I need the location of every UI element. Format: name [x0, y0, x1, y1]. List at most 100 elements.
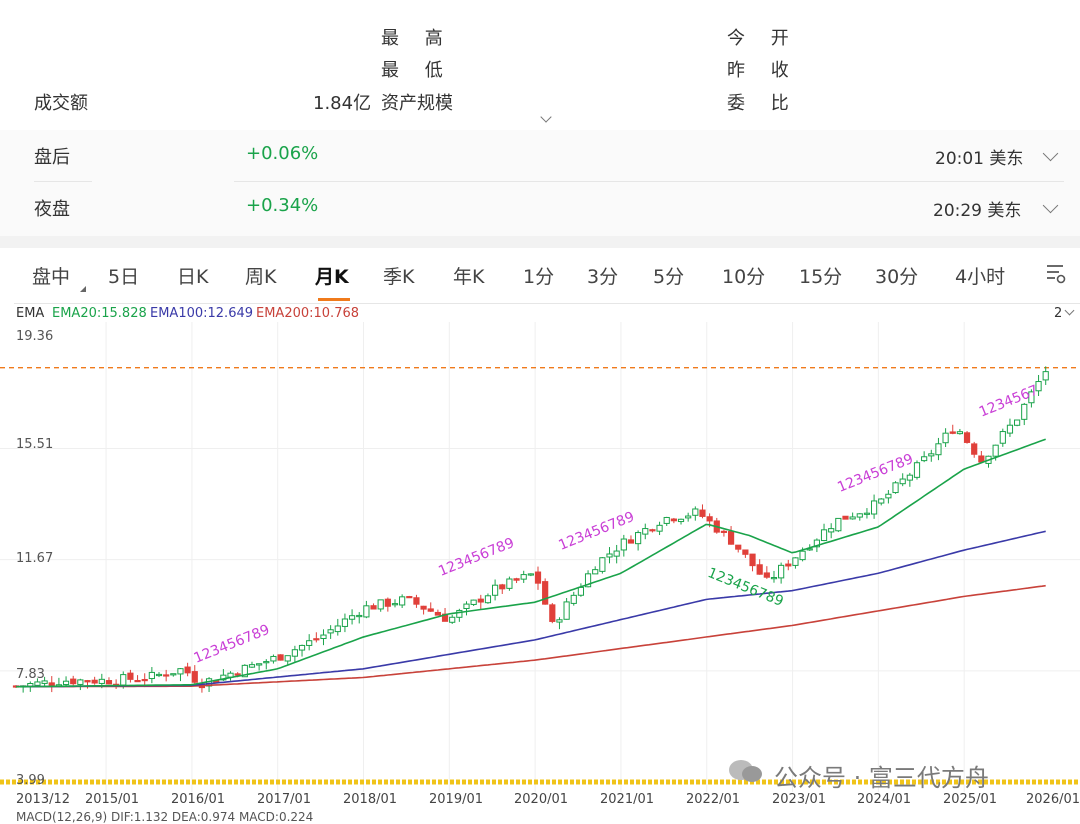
candle-body	[720, 530, 728, 533]
candle-body	[649, 529, 656, 532]
tab-intraday-dropdown-icon	[80, 286, 86, 292]
candle-body	[878, 498, 885, 504]
candle-body	[978, 455, 985, 463]
candle-body	[999, 431, 1006, 444]
ema200-line	[16, 584, 1046, 688]
candle-body	[928, 453, 935, 457]
candle-body	[520, 574, 527, 580]
tab-quarterly[interactable]: 季K	[383, 266, 415, 288]
high-label: 最 高	[381, 28, 453, 49]
tab-1min[interactable]: 1分	[523, 266, 555, 288]
tab-10min[interactable]: 10分	[722, 266, 766, 288]
candle-body	[735, 544, 742, 550]
candle-body	[1035, 381, 1042, 392]
candle-body	[470, 599, 477, 605]
candle-body	[856, 513, 863, 518]
candle-body	[563, 601, 570, 620]
candle-body	[499, 584, 506, 590]
candle-body	[556, 619, 563, 623]
ema20-line	[16, 438, 1046, 688]
candle-body	[756, 564, 763, 575]
candle-body	[313, 638, 320, 641]
candle-body	[627, 539, 635, 544]
tab-active-underline	[318, 298, 350, 301]
candle-body	[842, 515, 849, 520]
y-tick-label: 11.67	[16, 551, 54, 566]
candle-body	[906, 474, 913, 481]
candle-body	[105, 680, 113, 685]
candle-body	[820, 529, 828, 542]
candle-body	[663, 516, 670, 524]
aum-label: 资产规模	[381, 93, 453, 114]
candle-body	[992, 444, 999, 457]
chart-settings-icon[interactable]	[1044, 262, 1068, 286]
ema200-legend: EMA200:10.768	[256, 306, 360, 321]
candle-body	[434, 611, 441, 616]
tab-30min[interactable]: 30分	[875, 266, 919, 288]
candle-body	[241, 664, 248, 678]
prev-close-label: 昨 收	[727, 60, 799, 81]
candle-body	[534, 571, 542, 584]
candle-body	[91, 679, 98, 684]
candle-body	[935, 443, 942, 456]
candle-body	[899, 478, 906, 485]
candle-body	[685, 515, 692, 519]
candle-body	[835, 517, 842, 532]
tab-daily[interactable]: 日K	[177, 266, 209, 288]
tab-yearly[interactable]: 年K	[453, 266, 485, 288]
candle-body	[341, 618, 349, 627]
candle-body	[785, 563, 792, 567]
monthly-candlestick-chart[interactable]: 1234567891234567891234567891234567891234…	[0, 322, 1080, 817]
candle-body	[699, 509, 706, 517]
candle-body	[870, 500, 878, 515]
candle-body	[84, 680, 91, 683]
candle-body	[677, 518, 685, 523]
candle-body	[863, 512, 871, 515]
candle-body	[456, 609, 463, 618]
indicator-dropdown-icon[interactable]	[1064, 305, 1075, 316]
open-label: 今 开	[727, 28, 799, 49]
candle-body	[70, 678, 77, 685]
overnight-time: 20:29 美东	[933, 201, 1022, 221]
candle-body	[148, 671, 155, 680]
candle-body	[913, 462, 921, 478]
tab-3min[interactable]: 3分	[587, 266, 619, 288]
section-gap	[0, 236, 1080, 248]
y-tick-label: 15.51	[16, 437, 54, 452]
candle-body	[642, 528, 649, 535]
tab-15min[interactable]: 15分	[799, 266, 843, 288]
candle-body	[656, 524, 663, 532]
tab-5day[interactable]: 5日	[108, 266, 140, 288]
candle-body	[248, 664, 256, 668]
candle-body	[413, 597, 420, 605]
x-tick-label: 2020/01	[514, 792, 569, 807]
candle-body	[327, 629, 334, 634]
tab-4hour[interactable]: 4小时	[955, 266, 1006, 288]
expand-quote-icon[interactable]	[540, 111, 552, 123]
candle-body	[778, 564, 785, 579]
candle-body	[971, 443, 978, 455]
candle-body	[98, 678, 105, 684]
tab-5min[interactable]: 5分	[653, 266, 685, 288]
tab-weekly[interactable]: 周K	[245, 266, 277, 288]
x-tick-label: 2015/01	[85, 792, 140, 807]
indicator-panel-count[interactable]: 2	[1054, 306, 1063, 321]
candle-body	[406, 596, 413, 599]
candle-body	[191, 671, 198, 683]
turnover-label: 成交额	[34, 93, 88, 114]
tab-monthly[interactable]: 月K	[315, 266, 349, 288]
x-tick-label: 2023/01	[772, 792, 827, 807]
candle-body	[141, 678, 148, 682]
candle-body	[134, 679, 141, 683]
session-divider-left	[34, 181, 92, 182]
candle-body	[828, 528, 835, 533]
candle-body	[506, 578, 513, 589]
indicator-name: EMA	[16, 306, 45, 321]
y-tick-label: 3.99	[16, 773, 45, 788]
tab-intraday[interactable]: 盘中	[32, 266, 71, 288]
x-tick-label: 2013/12	[16, 792, 71, 807]
candle-body	[963, 432, 971, 443]
x-tick-label: 2017/01	[257, 792, 312, 807]
candle-body	[48, 682, 55, 686]
candle-body	[549, 604, 556, 622]
